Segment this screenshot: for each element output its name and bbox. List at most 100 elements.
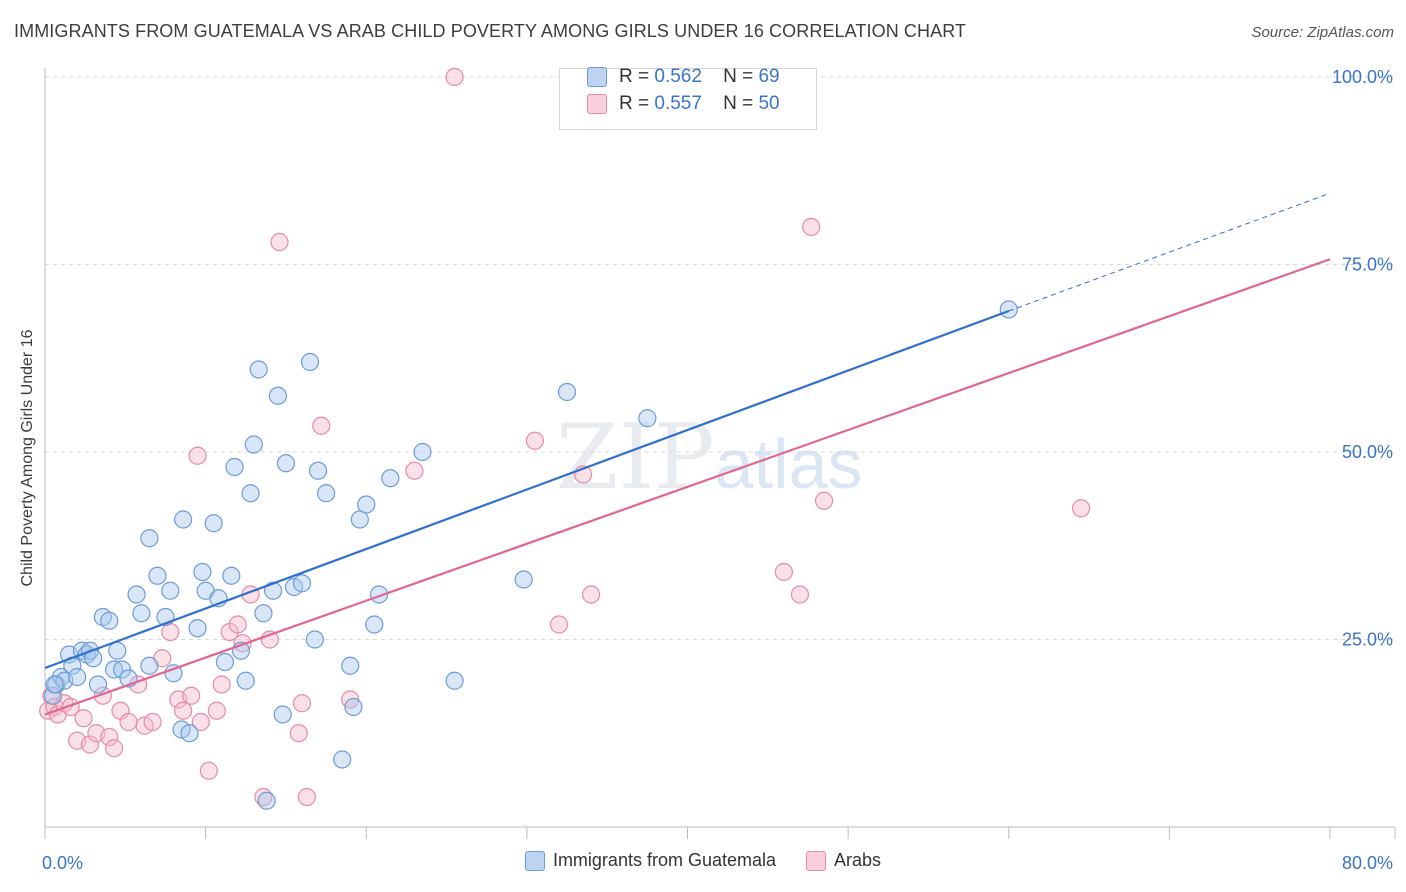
guatemala-point-46	[276, 454, 296, 473]
guatemala-point-65	[638, 409, 657, 428]
guatemala-point-52	[316, 484, 336, 503]
arabs-point-42	[525, 431, 545, 450]
guatemala-point-45	[273, 705, 292, 724]
guatemala-point-43	[263, 581, 283, 600]
guatemala-point-23	[161, 581, 180, 600]
guatemala-point-61	[413, 442, 432, 462]
arabs-point-36	[292, 694, 312, 713]
y-tick-label-50: 50.0%	[1342, 442, 1393, 462]
arabs-legend-swatch	[806, 850, 827, 871]
guatemala-legend-swatch	[524, 850, 545, 871]
legend-label-guatemala: Immigrants from Guatemala	[552, 850, 777, 870]
arabs-point-26	[207, 701, 226, 720]
guatemala-point-27	[188, 619, 207, 638]
n-label: N =	[723, 66, 754, 87]
watermark: ZIPatlas	[556, 405, 863, 510]
guatemala-point-57	[357, 495, 376, 514]
y-tick-label-100: 100.0%	[1332, 67, 1393, 87]
arabs-point-34	[270, 232, 289, 252]
guatemala-point-36	[225, 457, 244, 477]
guatemala-point-30	[193, 562, 212, 582]
r-label: R =	[619, 93, 650, 114]
legend-item-guatemala[interactable]: Immigrants from Guatemala	[524, 850, 777, 871]
guatemala-point-24	[164, 664, 183, 683]
y-tick-label-25: 25.0%	[1342, 630, 1393, 650]
arabs-point-24	[191, 712, 210, 732]
arabs-point-23	[188, 446, 207, 465]
arabs-point-27	[212, 675, 231, 694]
r-label: R =	[619, 66, 650, 87]
guatemala-point-26	[180, 724, 199, 743]
guatemala-point-62	[445, 671, 464, 690]
guatemala-point-50	[305, 630, 324, 649]
arabs-point-48	[802, 217, 821, 237]
guatemala-point-0	[43, 686, 63, 705]
guatemala-point-55	[344, 697, 363, 717]
n-value-arabs: 50	[758, 93, 780, 114]
source-label: Source: ZipAtlas.com	[1251, 24, 1394, 41]
arabs-point-49	[814, 491, 834, 510]
guatemala-point-32	[204, 514, 223, 533]
guatemala-point-13	[100, 611, 119, 630]
guatemala-point-35	[222, 566, 241, 585]
guatemala-point-56	[350, 510, 369, 529]
guatemala-point-63	[514, 570, 533, 589]
guatemala-point-28	[140, 529, 159, 548]
guatemala-point-18	[127, 585, 146, 604]
arabs-point-11	[100, 727, 119, 747]
legend-row-arabs-text: R = 0.557 N = 50	[619, 93, 780, 115]
arabs-point-50	[1071, 499, 1091, 518]
arabs-point-22	[182, 686, 201, 705]
arabs-point-40	[405, 461, 424, 480]
guatemala-point-49	[300, 352, 320, 372]
guatemala-point-68	[257, 791, 276, 810]
arabs-point-17	[143, 712, 162, 732]
guatemala-point-34	[215, 652, 234, 672]
guatemala-point-51	[308, 461, 328, 480]
guatemala-point-15	[108, 641, 127, 660]
guatemala-point-11	[88, 675, 108, 694]
guatemala-point-19	[132, 604, 151, 623]
arabs-point-45	[582, 585, 601, 604]
r-value-guatemala: 0.562	[654, 66, 702, 87]
arabs-point-25	[199, 761, 218, 780]
arabs-point-12	[104, 739, 124, 758]
y-tick-label-75: 75.0%	[1342, 255, 1393, 275]
guatemala-point-67	[45, 675, 64, 694]
legend-item-arabs[interactable]: Arabs	[806, 850, 881, 871]
correlation-legend: R = 0.562 N = 69 R = 0.557 N = 50	[559, 66, 817, 130]
arabs-point-8	[80, 735, 100, 754]
arabs-point-46	[774, 562, 793, 582]
arabs-swatch	[587, 94, 607, 114]
guatemala-point-6	[68, 667, 87, 687]
guatemala-point-60	[381, 469, 400, 488]
legend-row-guatemala-text: R = 0.562 N = 69	[619, 66, 780, 88]
guatemala-point-29	[174, 510, 193, 529]
legend-label-arabs: Arabs	[834, 850, 882, 870]
guatemala-point-38	[236, 671, 255, 690]
guatemala-trend-line	[44, 309, 1010, 670]
guatemala-point-64	[557, 382, 577, 402]
n-value-guatemala: 69	[758, 66, 780, 87]
arabs-point-41	[445, 67, 464, 87]
guatemala-point-53	[333, 750, 352, 769]
guatemala-point-44	[268, 386, 288, 405]
r-value-arabs: 0.557	[654, 93, 702, 114]
arabs-point-43	[549, 615, 569, 634]
arabs-point-19	[161, 622, 180, 642]
arabs-trend-line	[44, 258, 1331, 716]
watermark-atlas: atlas	[714, 425, 863, 503]
arabs-point-38	[312, 416, 331, 435]
guatemala-swatch	[587, 67, 607, 87]
x-tick-label-max: 80.0%	[1342, 853, 1393, 873]
guatemala-point-21	[148, 566, 167, 585]
guatemala-point-39	[241, 484, 260, 503]
guatemala-point-42	[254, 604, 273, 623]
arabs-point-37	[297, 787, 316, 807]
guatemala-point-58	[365, 615, 384, 634]
arabs-point-21	[174, 701, 193, 720]
arabs-point-47	[790, 585, 810, 604]
guatemala-point-16	[112, 660, 132, 679]
series-legend: Immigrants from Guatemala Arabs	[0, 850, 1406, 871]
